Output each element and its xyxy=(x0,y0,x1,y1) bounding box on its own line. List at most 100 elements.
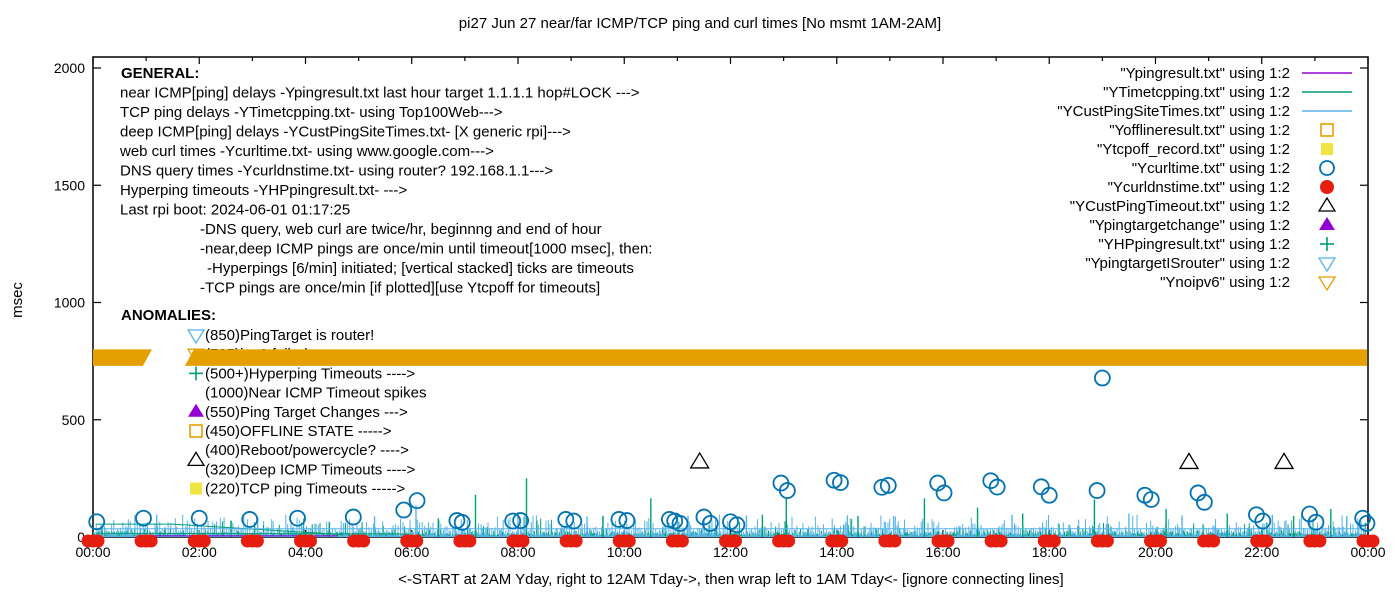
annotations: GENERAL: near ICMP[ping] delays -Ypingres… xyxy=(119,65,652,498)
curl-circle xyxy=(873,478,891,496)
anomalies-heading: ANOMALIES: xyxy=(121,307,216,324)
dns-dot xyxy=(1202,534,1216,548)
legend-label: "YCustPingSiteTimes.txt" using 1:2 xyxy=(1057,103,1290,120)
y-tick-label: 500 xyxy=(62,412,86,428)
y-axis-label: msec xyxy=(9,282,26,318)
anomaly-label: (320)Deep ICMP Timeouts ----> xyxy=(205,461,415,478)
dns-dot xyxy=(1095,534,1109,548)
curl-circle xyxy=(1093,369,1111,387)
noipv6-band xyxy=(93,349,1367,366)
legend-marker-open-circle xyxy=(1319,160,1335,176)
legend-marker-open-triangle xyxy=(1317,196,1337,212)
curl-circle xyxy=(88,513,106,531)
curl-circle xyxy=(982,472,1000,490)
legend-label: "Ypingtargetchange" using 1:2 xyxy=(1089,217,1290,234)
dns-dot xyxy=(777,534,791,548)
x-tick-label: 12:00 xyxy=(713,544,748,560)
dns-dot xyxy=(883,534,897,548)
legend-marker-open-down-triangle xyxy=(1317,257,1337,273)
dns-dot xyxy=(192,534,206,548)
curl-circle xyxy=(778,482,796,499)
curl-circle xyxy=(1248,506,1265,524)
legend-marker-filled-square xyxy=(1321,143,1333,155)
legend-marker-open-down-triangle xyxy=(1317,276,1337,292)
x-tick-label: 10:00 xyxy=(607,544,642,560)
dns-dot xyxy=(458,534,472,548)
dns-dot xyxy=(989,534,1003,548)
general-line: Last rpi boot: 2024-06-01 01:17:25 xyxy=(120,202,350,219)
x-tick-label: 16:00 xyxy=(925,544,960,560)
anomaly-label: (500+)Hyperping Timeouts ----> xyxy=(205,365,415,382)
dns-dot xyxy=(1042,534,1056,548)
anomaly-marker xyxy=(186,329,206,345)
general-line: TCP ping delays -YTimetcpping.txt- using… xyxy=(120,104,503,121)
dns-dot xyxy=(245,534,259,548)
curl-circle xyxy=(701,514,719,532)
curl-circle xyxy=(241,511,259,528)
curl-circle xyxy=(135,509,152,527)
legend-label: "YTimetcpping.txt" using 1:2 xyxy=(1103,84,1290,101)
legend-label: "YCustPingTimeout.txt" using 1:2 xyxy=(1070,198,1290,215)
legend-label: "Ycurltime.txt" using 1:2 xyxy=(1132,160,1290,177)
curl-circle xyxy=(1358,514,1376,532)
connecting-line xyxy=(95,523,343,536)
dns-dot xyxy=(724,534,737,548)
x-tick-label: 06:00 xyxy=(394,544,429,560)
dns-dot xyxy=(352,534,366,548)
general-line: deep ICMP[ping] delays -YCustPingSiteTim… xyxy=(120,124,571,141)
dns-dot xyxy=(1308,534,1322,548)
legend-label: "Ytcpoff_record.txt" using 1:2 xyxy=(1097,141,1290,158)
dns-dot xyxy=(511,534,525,548)
curl-circle xyxy=(395,501,413,519)
deep-timeout-triangle xyxy=(1178,452,1200,470)
noipv6-band-segment xyxy=(93,349,152,366)
curl-circle xyxy=(671,514,689,532)
curl-circle xyxy=(832,474,849,491)
anomaly-label: (550)Ping Target Changes ---> xyxy=(205,404,408,421)
curl-circle xyxy=(1088,482,1106,499)
dns-dot xyxy=(830,534,844,548)
curl-circle xyxy=(344,508,362,526)
dns-dot xyxy=(405,534,419,548)
dns-dot xyxy=(139,534,153,548)
anomaly-label: (400)Reboot/powercycle? ----> xyxy=(205,442,409,459)
legend: "Ypingresult.txt" using 1:2 "YTimetcpping… xyxy=(1057,65,1352,292)
curl-circle xyxy=(1307,513,1325,531)
dns-dot xyxy=(1361,534,1375,548)
curl-circle xyxy=(453,514,471,531)
x-axis-caption: <-START at 2AM Yday, right to 12AM Tday-… xyxy=(398,571,1063,588)
dns-dot xyxy=(1149,534,1162,548)
general-line: near ICMP[ping] delays -Ypingresult.txt … xyxy=(120,85,640,102)
curl-circle xyxy=(1354,509,1372,527)
anomaly-label: (450)OFFLINE STATE -----> xyxy=(205,423,392,440)
anomaly-label: (850)PingTarget is router! xyxy=(205,327,374,344)
dns-dot xyxy=(299,534,312,548)
legend-marker-filled-triangle xyxy=(1319,217,1335,230)
anomaly-label: (1000)Near ICMP Timeout spikes xyxy=(205,385,426,402)
noipv6-band-segment xyxy=(184,349,1367,366)
legend-label: "Ycurldnstime.txt" using 1:2 xyxy=(1108,179,1290,196)
curl-circle xyxy=(728,516,746,534)
curl-circle xyxy=(1032,478,1050,496)
x-tick-label: 18:00 xyxy=(1032,544,1067,560)
general-line: -DNS query, web curl are twice/hr, begin… xyxy=(200,221,602,238)
legend-label: "Ynoipv6" using 1:2 xyxy=(1160,274,1290,291)
legend-label: "YHPpingresult.txt" using 1:2 xyxy=(1098,236,1290,253)
dns-dot xyxy=(936,534,950,548)
general-line: -near,deep ICMP pings are once/min until… xyxy=(200,241,652,258)
curl-circle xyxy=(557,511,575,528)
dns-dot xyxy=(86,534,100,548)
curl-circle xyxy=(988,478,1006,496)
anomaly-marker xyxy=(186,451,206,467)
x-tick-label: 14:00 xyxy=(819,544,854,560)
legend-label: "YpingtargetISrouter" using 1:2 xyxy=(1085,255,1290,272)
anomaly-marker xyxy=(188,403,204,417)
general-line: -Hyperpings [6/min] initiated; [vertical… xyxy=(207,260,634,277)
x-tick-label: 04:00 xyxy=(288,544,323,560)
connecting-line xyxy=(95,532,410,535)
x-tick-label: 00:00 xyxy=(75,544,110,560)
curl-circle xyxy=(565,512,583,530)
general-heading: GENERAL: xyxy=(121,65,199,82)
